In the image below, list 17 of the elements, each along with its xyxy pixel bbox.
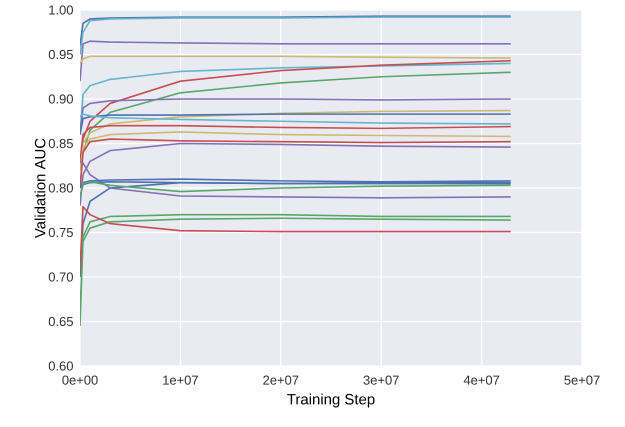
y-tick-label: 0.80 [48, 183, 73, 193]
x-axis-title: Training Step [287, 394, 375, 408]
y-tick-label: 0.60 [48, 361, 73, 371]
x-tick-label: 0e+00 [62, 376, 98, 385]
y-tick-label: 1.00 [49, 5, 73, 15]
x-tick-label: 3e+07 [364, 376, 399, 385]
y-tick-label: 0.85 [48, 138, 73, 148]
y-tick-label: 0.90 [48, 94, 73, 104]
x-tick-label: 5e+07 [564, 376, 600, 385]
x-tick-label: 2e+07 [263, 376, 298, 385]
x-tick-label: 4e+07 [464, 376, 500, 385]
x-tick-label: 1e+07 [163, 376, 198, 385]
y-tick-label: 0.70 [48, 272, 73, 282]
y-tick-label: 0.75 [48, 228, 73, 238]
y-tick-label: 0.65 [48, 316, 73, 326]
y-axis-title: Validation AUC [34, 138, 46, 238]
y-tick-label: 0.95 [48, 50, 73, 60]
